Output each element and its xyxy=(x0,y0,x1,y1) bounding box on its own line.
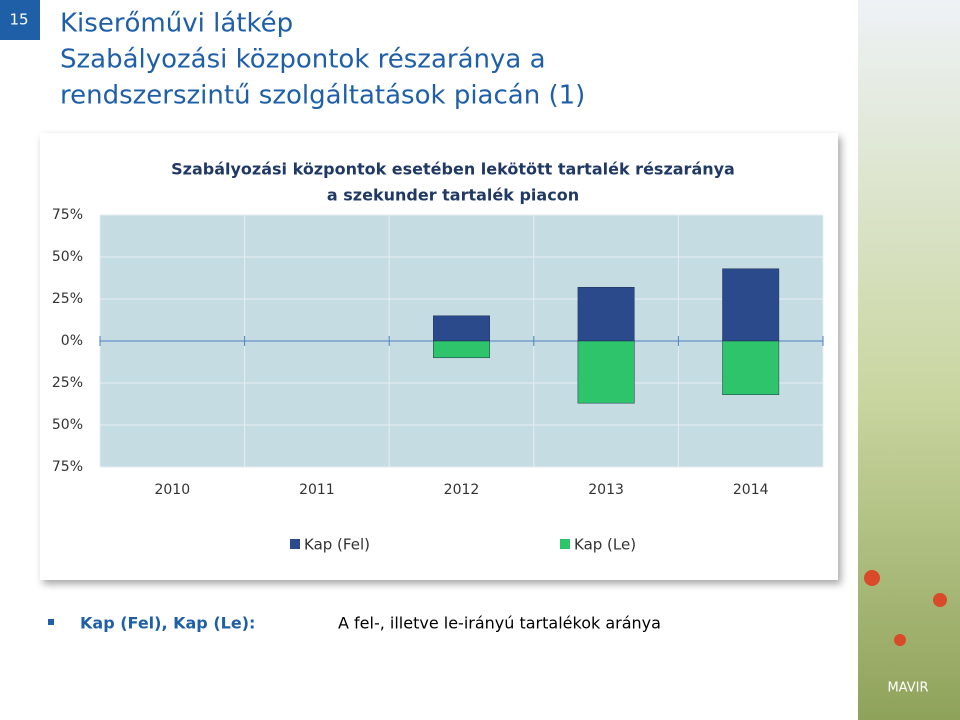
poppy xyxy=(933,593,947,607)
slide-title: Kiserőművi látkép xyxy=(60,9,293,39)
y-tick-label: 25% xyxy=(52,291,83,307)
logo: MAVIR xyxy=(887,681,928,696)
y-tick-label: 50% xyxy=(52,417,83,433)
bullet-term: Kap (Fel), Kap (Le): xyxy=(80,614,255,633)
x-tick-label: 2011 xyxy=(299,482,335,498)
poppy xyxy=(894,634,906,646)
y-tick-label: 50% xyxy=(52,249,83,265)
bar xyxy=(577,286,635,342)
chart-title: Szabályozási központok esetében lekötött… xyxy=(171,160,735,179)
slide-number: 15 xyxy=(9,11,28,29)
legend-swatch xyxy=(560,539,570,549)
slide-title: rendszerszintű szolgáltatások piacán (1) xyxy=(60,81,585,111)
legend-label: Kap (Le) xyxy=(574,536,636,554)
chart-title: a szekunder tartalék piacon xyxy=(327,186,579,205)
bullet-marker xyxy=(48,619,54,625)
poppy xyxy=(864,570,880,586)
y-tick-label: 0% xyxy=(61,333,83,349)
chart: Szabályozási központok esetében lekötött… xyxy=(52,160,824,554)
bar xyxy=(577,340,635,404)
x-tick-label: 2014 xyxy=(733,482,769,498)
y-tick-label: 75% xyxy=(52,459,83,475)
legend-label: Kap (Fel) xyxy=(304,536,370,554)
side-image xyxy=(858,0,960,720)
slide-title: Szabályozási központok részaránya a xyxy=(60,45,546,75)
y-tick-label: 75% xyxy=(52,207,83,223)
legend-swatch xyxy=(290,539,300,549)
y-tick-label: 25% xyxy=(52,375,83,391)
bar xyxy=(722,268,780,342)
x-tick-label: 2012 xyxy=(444,482,480,498)
x-tick-label: 2010 xyxy=(154,482,190,498)
bar xyxy=(433,340,490,359)
slide-number-box xyxy=(0,0,40,40)
bar xyxy=(722,340,780,396)
x-tick-label: 2013 xyxy=(588,482,624,498)
bar xyxy=(433,315,490,342)
bullet-description: A fel-, illetve le-irányú tartalékok ará… xyxy=(338,614,661,633)
